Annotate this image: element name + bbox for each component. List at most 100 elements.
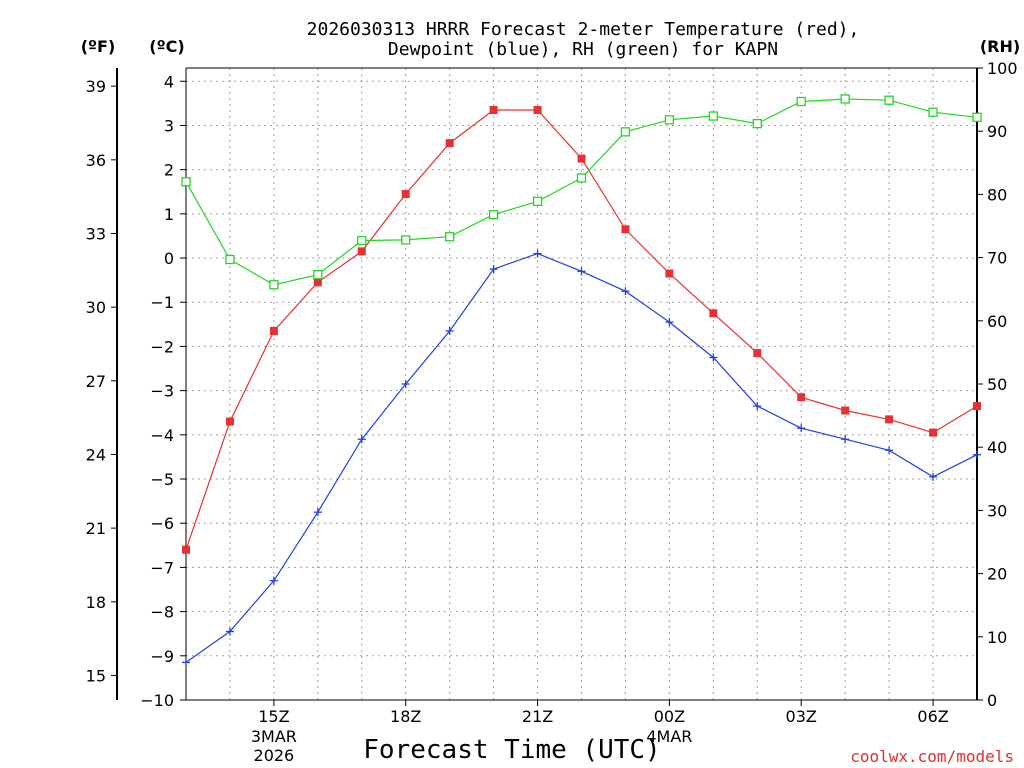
temperature-point xyxy=(401,189,410,198)
x-axis-label: Forecast Time (UTC) xyxy=(363,735,660,765)
dewpoint-point xyxy=(841,435,850,444)
dewpoint-point xyxy=(533,249,542,258)
rh-point xyxy=(840,94,850,104)
tick-labels: 43210−1−2−3−4−5−6−7−8−9−1039363330272421… xyxy=(86,59,1018,765)
chart-subtitle: Dewpoint (blue), RH (green) for KAPN xyxy=(388,39,778,60)
fahrenheit-tick-label: 18 xyxy=(86,593,106,612)
dewpoint-point xyxy=(182,658,190,667)
rh-point xyxy=(664,115,675,125)
rh-point xyxy=(576,173,587,183)
dewpoint-point xyxy=(621,287,630,296)
fahrenheit-tick-label: 30 xyxy=(86,298,106,317)
rh-tick-label: 80 xyxy=(987,185,1007,204)
temperature-point xyxy=(269,326,278,335)
fahrenheit-tick-label: 24 xyxy=(86,445,106,464)
temperature-point xyxy=(665,269,674,278)
temperature-point xyxy=(225,417,234,426)
temperature-point xyxy=(357,247,366,256)
celsius-tick-label: −8 xyxy=(150,603,174,622)
rh-point xyxy=(269,280,279,290)
temperature-point xyxy=(753,349,762,358)
dewpoint-point xyxy=(973,450,981,459)
rh-point xyxy=(884,95,894,105)
temperature-point xyxy=(841,406,850,415)
temperature-point xyxy=(313,278,322,287)
celsius-tick-label: 2 xyxy=(164,161,174,180)
celsius-tick-label: −3 xyxy=(150,382,174,401)
dewpoint-point xyxy=(709,353,718,362)
fahrenheit-tick-label: 21 xyxy=(86,519,106,538)
celsius-tick-label: 1 xyxy=(164,205,174,224)
rh-point xyxy=(928,107,938,117)
x-tick-label: 21Z xyxy=(522,707,553,726)
temperature-point xyxy=(489,105,498,114)
fahrenheit-tick-label: 36 xyxy=(86,151,106,170)
celsius-tick-label: −9 xyxy=(150,647,174,666)
rh-point xyxy=(620,127,631,137)
celsius-tick-label: −1 xyxy=(150,293,174,312)
celsius-tick-label: −7 xyxy=(150,558,174,577)
temperature-point xyxy=(182,545,190,554)
rh-tick-label: 10 xyxy=(987,628,1007,647)
dewpoint-point xyxy=(753,402,762,411)
dewpoint-point xyxy=(665,318,674,327)
rh-point xyxy=(532,196,543,207)
temperature-point xyxy=(929,428,938,437)
fahrenheit-tick-label: 33 xyxy=(86,224,106,243)
celsius-unit-label: (ºC) xyxy=(149,37,184,56)
celsius-tick-label: −2 xyxy=(150,337,174,356)
rh-point xyxy=(313,270,323,280)
dewpoint-point xyxy=(357,435,366,444)
celsius-tick-label: −10 xyxy=(140,691,174,710)
temperature-point xyxy=(445,139,454,148)
dewpoint-point xyxy=(269,576,278,585)
dewpoint-point xyxy=(313,508,322,517)
rh-point xyxy=(708,111,718,121)
dewpoint-point xyxy=(445,326,454,335)
chart-title: 2026030313 HRRR Forecast 2-meter Tempera… xyxy=(307,19,860,40)
rh-point xyxy=(401,235,411,245)
rh-tick-label: 20 xyxy=(987,565,1007,584)
series-layer xyxy=(181,94,982,667)
rh-point xyxy=(796,96,806,107)
celsius-tick-label: 4 xyxy=(164,72,174,91)
dewpoint-point xyxy=(225,627,234,636)
temperature-point xyxy=(885,415,894,424)
x-tick-date-label: 4MAR xyxy=(646,727,692,746)
rh-tick-label: 40 xyxy=(987,438,1007,457)
rh-tick-label: 30 xyxy=(987,501,1007,520)
x-tick-year-label: 2026 xyxy=(254,746,295,765)
temperature-point xyxy=(709,309,718,318)
x-tick-label: 03Z xyxy=(786,707,817,726)
x-tick-label: 00Z xyxy=(654,707,685,726)
rh-point xyxy=(972,112,982,122)
rh-line xyxy=(185,98,978,286)
temperature-point xyxy=(533,105,542,114)
rh-point xyxy=(181,177,191,187)
rh-tick-label: 0 xyxy=(987,691,997,710)
temperature-point xyxy=(621,225,630,234)
fahrenheit-tick-label: 15 xyxy=(86,666,106,685)
celsius-tick-label: −5 xyxy=(150,470,174,489)
dewpoint-point xyxy=(797,424,806,433)
x-tick-label: 18Z xyxy=(390,707,421,726)
credit-link[interactable]: coolwx.com/models xyxy=(850,747,1014,766)
rh-point xyxy=(357,235,367,246)
dewpoint-point xyxy=(929,472,938,481)
axes xyxy=(111,67,983,706)
rh-unit-label: (RH) xyxy=(980,37,1020,56)
rh-point xyxy=(445,232,455,242)
rh-tick-label: 90 xyxy=(987,122,1007,141)
x-tick-label: 06Z xyxy=(917,707,948,726)
celsius-tick-label: −6 xyxy=(150,514,174,533)
temperature-point xyxy=(797,393,806,402)
celsius-tick-label: 0 xyxy=(164,249,174,268)
rh-tick-label: 70 xyxy=(987,249,1007,268)
rh-tick-label: 100 xyxy=(987,59,1018,78)
rh-point xyxy=(225,254,235,265)
rh-point xyxy=(752,118,762,129)
fahrenheit-tick-label: 39 xyxy=(86,77,106,96)
celsius-tick-label: −4 xyxy=(150,426,174,445)
dewpoint-point xyxy=(489,265,498,274)
